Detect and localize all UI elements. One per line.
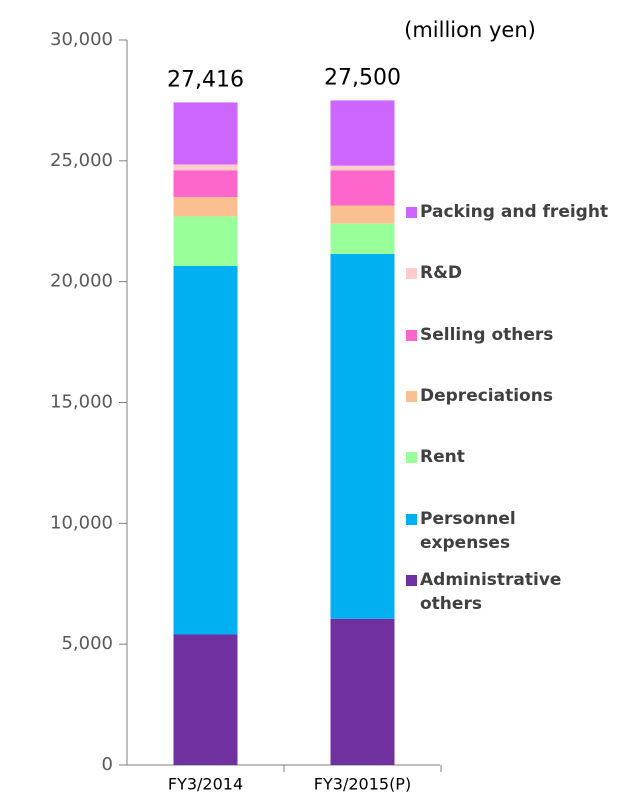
total-label: 27,500 bbox=[324, 65, 401, 90]
x-tick-label: FY3/2014 bbox=[168, 775, 243, 794]
y-tick-label: 20,000 bbox=[50, 271, 113, 292]
legend-swatch bbox=[406, 207, 417, 218]
legend-swatch bbox=[406, 390, 417, 402]
legend-label: Administrative others bbox=[420, 569, 562, 614]
unit-label: (million yen) bbox=[404, 18, 536, 42]
y-tick-label: 30,000 bbox=[50, 29, 113, 50]
legend-swatch bbox=[406, 329, 417, 341]
bar-segment bbox=[173, 216, 238, 266]
legend-label: Personnel expenses bbox=[420, 508, 516, 553]
bar-segment bbox=[330, 205, 395, 224]
total-label: 27,416 bbox=[167, 67, 244, 92]
bar-segment bbox=[173, 102, 238, 165]
legend-label: R&D bbox=[420, 263, 463, 284]
bar-segment bbox=[330, 618, 395, 765]
bar-segment bbox=[173, 170, 238, 198]
legend-swatch bbox=[406, 574, 417, 586]
y-tick-label: 10,000 bbox=[50, 512, 113, 533]
bar-segment bbox=[330, 100, 395, 166]
bar-segment bbox=[330, 223, 395, 254]
bar-segment bbox=[173, 197, 238, 217]
bar-segment bbox=[330, 253, 395, 619]
legend-swatch bbox=[406, 513, 417, 525]
legend-label: Packing and freight bbox=[420, 202, 609, 222]
y-tick-label: 5,000 bbox=[61, 633, 113, 654]
x-tick-label: FY3/2015(P) bbox=[314, 775, 411, 794]
legend-label: Selling others bbox=[420, 324, 554, 345]
y-tick-label: 0 bbox=[102, 754, 113, 775]
bar-segment bbox=[173, 634, 238, 765]
legend-swatch bbox=[406, 268, 417, 280]
bar-segment bbox=[330, 170, 395, 206]
legend-label: Depreciations bbox=[420, 385, 553, 406]
bar-segment bbox=[173, 265, 238, 635]
y-tick-label: 15,000 bbox=[50, 392, 113, 413]
legend-label: Rent bbox=[420, 447, 465, 468]
legend-swatch bbox=[406, 452, 417, 464]
bar-segment bbox=[330, 165, 395, 171]
y-tick-label: 25,000 bbox=[50, 150, 113, 171]
bar-segment bbox=[173, 164, 238, 171]
